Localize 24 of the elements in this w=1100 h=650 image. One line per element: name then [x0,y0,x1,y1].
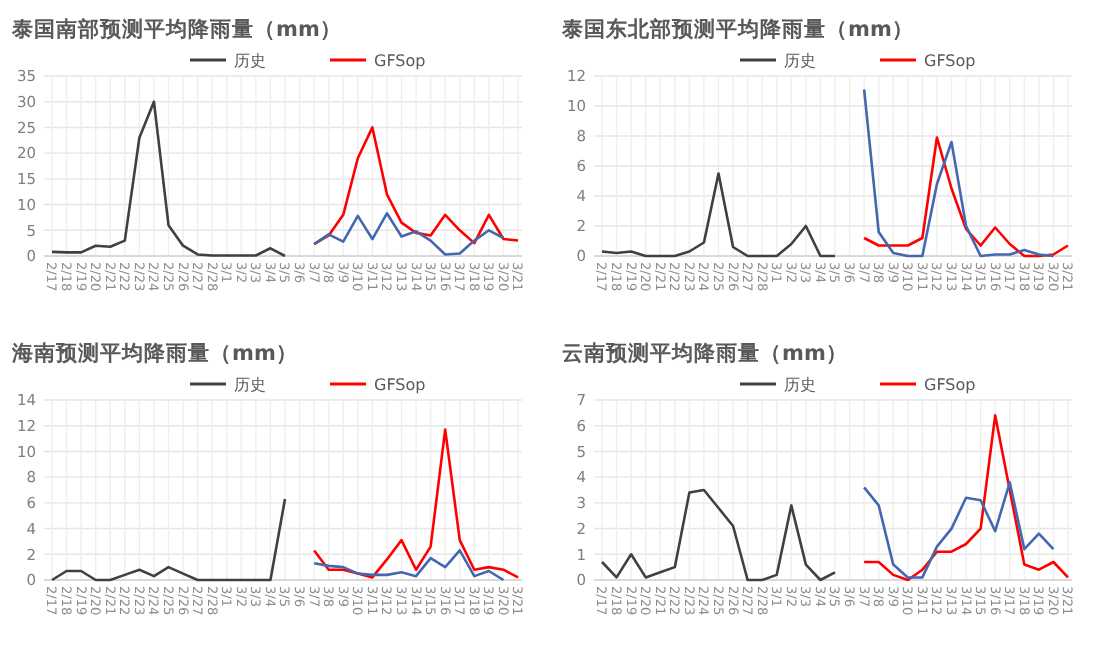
line-series [50,100,287,258]
legend-label: GFSop [374,375,426,394]
line-series [862,480,1055,579]
line-series [600,488,837,582]
line-series [312,126,520,246]
line-series [862,414,1070,582]
legend-label: GFSop [374,51,426,70]
chart-title: 泰国东北部预测平均降雨量（mm） [560,16,914,42]
legend-label: 历史 [234,375,266,394]
line-series [312,549,505,582]
line-series [862,88,1055,258]
legend-label: 历史 [784,375,816,394]
line-series [312,428,520,579]
chart-title: 云南预测平均降雨量（mm） [562,340,848,366]
line-series [312,212,505,256]
line-series [50,497,287,582]
chart-title: 泰国南部预测平均降雨量（mm） [10,16,342,42]
legend-label: GFSop [924,51,976,70]
legend-label: 历史 [784,51,816,70]
line-series [862,136,1070,258]
legend-label: 历史 [234,51,266,70]
line-series [600,172,837,258]
chart-title: 海南预测平均降雨量（mm） [10,340,298,366]
legend-label: GFSop [924,375,976,394]
